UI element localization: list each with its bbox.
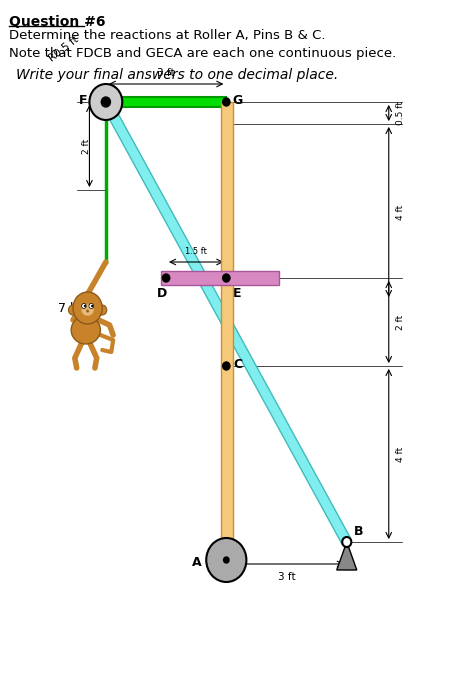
Text: 4 ft: 4 ft — [396, 446, 405, 462]
Text: 4 ft: 4 ft — [396, 204, 405, 219]
Circle shape — [223, 274, 230, 282]
Circle shape — [91, 305, 93, 307]
Circle shape — [84, 305, 86, 307]
Polygon shape — [102, 99, 351, 545]
Circle shape — [206, 538, 246, 582]
Text: 2 ft: 2 ft — [396, 315, 405, 330]
Circle shape — [342, 537, 351, 547]
Circle shape — [224, 557, 229, 563]
Bar — [161, 271, 279, 285]
Text: R0.5 ft: R0.5 ft — [47, 34, 80, 64]
Text: 2 ft: 2 ft — [82, 139, 91, 154]
Text: C: C — [234, 357, 243, 371]
Text: 0.5 ft: 0.5 ft — [396, 101, 405, 125]
Text: 3 ft: 3 ft — [278, 572, 295, 582]
Circle shape — [101, 97, 110, 107]
Text: G: G — [233, 94, 243, 106]
Circle shape — [223, 362, 230, 370]
Circle shape — [82, 304, 86, 308]
Text: F: F — [79, 94, 87, 106]
Text: B: B — [354, 525, 364, 538]
Circle shape — [163, 274, 170, 282]
Ellipse shape — [81, 304, 94, 316]
Circle shape — [223, 98, 230, 106]
Text: A: A — [192, 555, 202, 569]
Text: D: D — [156, 287, 167, 300]
Text: Determine the reactions at Roller A, Pins B & C.: Determine the reactions at Roller A, Pin… — [9, 29, 326, 42]
Ellipse shape — [71, 316, 100, 344]
Circle shape — [68, 305, 77, 315]
Text: Question #6: Question #6 — [9, 15, 106, 29]
Circle shape — [89, 304, 93, 308]
Circle shape — [98, 305, 107, 315]
Bar — [106, 97, 226, 107]
Text: E: E — [233, 287, 241, 300]
Circle shape — [86, 310, 89, 313]
Text: Note that FDCB and GECA are each one continuous piece.: Note that FDCB and GECA are each one con… — [9, 47, 396, 60]
Polygon shape — [337, 542, 357, 570]
Circle shape — [73, 292, 102, 324]
Text: 7 lb: 7 lb — [58, 302, 81, 315]
Circle shape — [102, 98, 109, 106]
Text: Write your final answers to one decimal place.: Write your final answers to one decimal … — [16, 68, 338, 82]
Text: 3 ft: 3 ft — [157, 68, 175, 78]
Bar — [221, 102, 233, 542]
Text: 1.5 ft: 1.5 ft — [185, 247, 207, 256]
Circle shape — [89, 84, 122, 120]
